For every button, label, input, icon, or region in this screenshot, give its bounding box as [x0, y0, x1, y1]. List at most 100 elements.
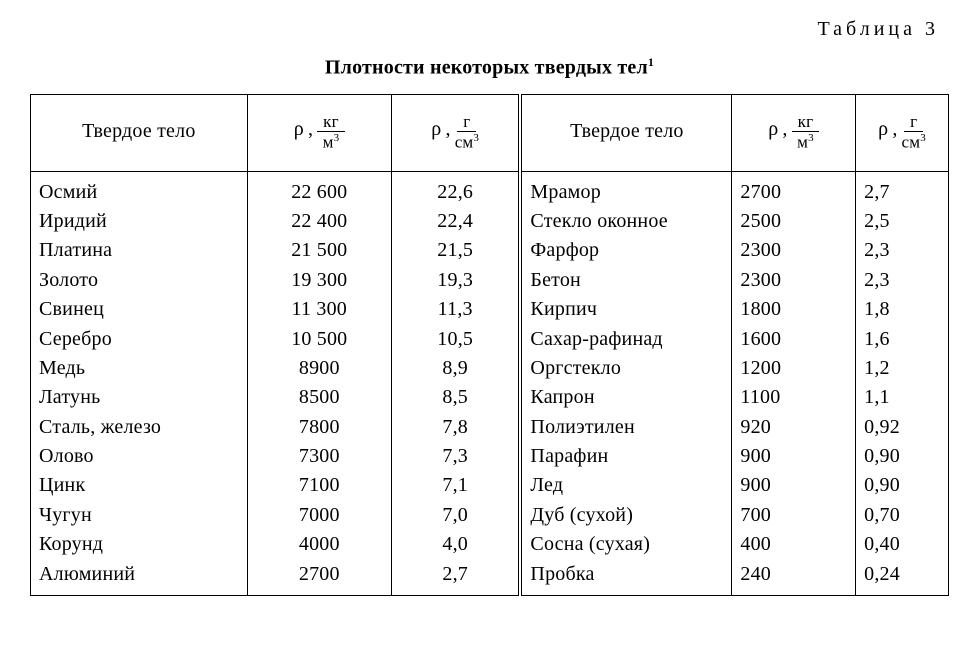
- cell-name: Цинк: [31, 471, 248, 500]
- cell-name: Осмий: [31, 171, 248, 207]
- cell-kgm3: 400: [732, 530, 856, 559]
- cell-name: Латунь: [31, 383, 248, 412]
- cell-kgm3: 2700: [732, 171, 856, 207]
- cell-name: Иридий: [31, 207, 248, 236]
- cell-gcm3: 7,3: [391, 442, 520, 471]
- cell-name: Сахар-рафинад: [520, 324, 731, 353]
- cell-gcm3: 19,3: [391, 266, 520, 295]
- cell-name: Полиэтилен: [520, 412, 731, 441]
- cell-kgm3: 7100: [247, 471, 391, 500]
- cell-kgm3: 21 500: [247, 236, 391, 265]
- cell-kgm3: 920: [732, 412, 856, 441]
- cell-kgm3: 8900: [247, 354, 391, 383]
- cell-gcm3: 1,2: [856, 354, 949, 383]
- table-row: Иридий22 40022,4Стекло оконное25002,5: [31, 207, 949, 236]
- cell-kgm3: 2300: [732, 236, 856, 265]
- title-footnote-mark: 1: [648, 55, 654, 69]
- cell-gcm3: 7,1: [391, 471, 520, 500]
- cell-kgm3: 1800: [732, 295, 856, 324]
- cell-name: Алюминий: [31, 559, 248, 595]
- table-row: Цинк71007,1Лед9000,90: [31, 471, 949, 500]
- cell-kgm3: 2500: [732, 207, 856, 236]
- cell-kgm3: 4000: [247, 530, 391, 559]
- table-row: Чугун70007,0Дуб (сухой)7000,70: [31, 501, 949, 530]
- cell-gcm3: 10,5: [391, 324, 520, 353]
- cell-name: Фарфор: [520, 236, 731, 265]
- cell-gcm3: 7,0: [391, 501, 520, 530]
- title-text: Плотности некоторых твердых тел: [325, 57, 648, 79]
- cell-gcm3: 11,3: [391, 295, 520, 324]
- cell-name: Оргстекло: [520, 354, 731, 383]
- cell-gcm3: 22,6: [391, 171, 520, 207]
- col-header-name-right: Твердое тело: [520, 94, 731, 171]
- cell-gcm3: 0,70: [856, 501, 949, 530]
- cell-kgm3: 900: [732, 471, 856, 500]
- cell-gcm3: 2,3: [856, 266, 949, 295]
- density-table: Твердое тело ρ, кг м3 ρ, г см3: [30, 94, 949, 596]
- cell-kgm3: 900: [732, 442, 856, 471]
- cell-kgm3: 8500: [247, 383, 391, 412]
- cell-name: Стекло оконное: [520, 207, 731, 236]
- unit-g-per-cm3: г см3: [455, 113, 479, 151]
- cell-kgm3: 1600: [732, 324, 856, 353]
- cell-gcm3: 0,90: [856, 442, 949, 471]
- table-row: Корунд40004,0Сосна (сухая)4000,40: [31, 530, 949, 559]
- cell-gcm3: 1,6: [856, 324, 949, 353]
- table-row: Олово73007,3Парафин9000,90: [31, 442, 949, 471]
- cell-gcm3: 0,40: [856, 530, 949, 559]
- cell-kgm3: 22 600: [247, 171, 391, 207]
- cell-gcm3: 7,8: [391, 412, 520, 441]
- table-row: Осмий22 60022,6Мрамор27002,7: [31, 171, 949, 207]
- cell-kgm3: 7000: [247, 501, 391, 530]
- col-header-gcm3-left: ρ, г см3: [391, 94, 520, 171]
- col-header-kgm3-left: ρ, кг м3: [247, 94, 391, 171]
- table-header: Твердое тело ρ, кг м3 ρ, г см3: [31, 94, 949, 171]
- table-number-label: Таблица 3: [30, 18, 939, 41]
- cell-name: Дуб (сухой): [520, 501, 731, 530]
- col-header-kgm3-right: ρ, кг м3: [732, 94, 856, 171]
- cell-name: Мрамор: [520, 171, 731, 207]
- cell-name: Парафин: [520, 442, 731, 471]
- cell-gcm3: 0,90: [856, 471, 949, 500]
- cell-name: Кирпич: [520, 295, 731, 324]
- cell-name: Капрон: [520, 383, 731, 412]
- cell-name: Корунд: [31, 530, 248, 559]
- cell-kgm3: 7300: [247, 442, 391, 471]
- cell-name: Свинец: [31, 295, 248, 324]
- cell-kgm3: 22 400: [247, 207, 391, 236]
- cell-gcm3: 1,1: [856, 383, 949, 412]
- cell-kgm3: 240: [732, 559, 856, 595]
- cell-gcm3: 2,3: [856, 236, 949, 265]
- cell-gcm3: 0,24: [856, 559, 949, 595]
- unit-kg-per-m3: кг м3: [317, 113, 345, 151]
- cell-kgm3: 19 300: [247, 266, 391, 295]
- cell-gcm3: 1,8: [856, 295, 949, 324]
- table-row: Алюминий27002,7Пробка2400,24: [31, 559, 949, 595]
- table-row: Серебро10 50010,5Сахар-рафинад16001,6: [31, 324, 949, 353]
- cell-name: Пробка: [520, 559, 731, 595]
- cell-name: Бетон: [520, 266, 731, 295]
- cell-name: Чугун: [31, 501, 248, 530]
- cell-gcm3: 0,92: [856, 412, 949, 441]
- cell-gcm3: 22,4: [391, 207, 520, 236]
- cell-name: Лед: [520, 471, 731, 500]
- table-body: Осмий22 60022,6Мрамор27002,7Иридий22 400…: [31, 171, 949, 595]
- cell-kgm3: 7800: [247, 412, 391, 441]
- cell-gcm3: 8,5: [391, 383, 520, 412]
- cell-kgm3: 2700: [247, 559, 391, 595]
- cell-name: Медь: [31, 354, 248, 383]
- table-row: Платина21 50021,5Фарфор23002,3: [31, 236, 949, 265]
- table-row: Латунь85008,5Капрон11001,1: [31, 383, 949, 412]
- rho-symbol: ρ: [294, 119, 304, 144]
- table-title: Плотности некоторых твердых тел1: [30, 55, 949, 80]
- cell-name: Серебро: [31, 324, 248, 353]
- cell-gcm3: 8,9: [391, 354, 520, 383]
- table-row: Сталь, железо78007,8Полиэтилен9200,92: [31, 412, 949, 441]
- cell-gcm3: 2,5: [856, 207, 949, 236]
- cell-gcm3: 2,7: [856, 171, 949, 207]
- table-row: Медь89008,9Оргстекло12001,2: [31, 354, 949, 383]
- cell-kgm3: 1100: [732, 383, 856, 412]
- col-header-name-left: Твердое тело: [31, 94, 248, 171]
- col-header-gcm3-right: ρ, г см3: [856, 94, 949, 171]
- cell-name: Сосна (сухая): [520, 530, 731, 559]
